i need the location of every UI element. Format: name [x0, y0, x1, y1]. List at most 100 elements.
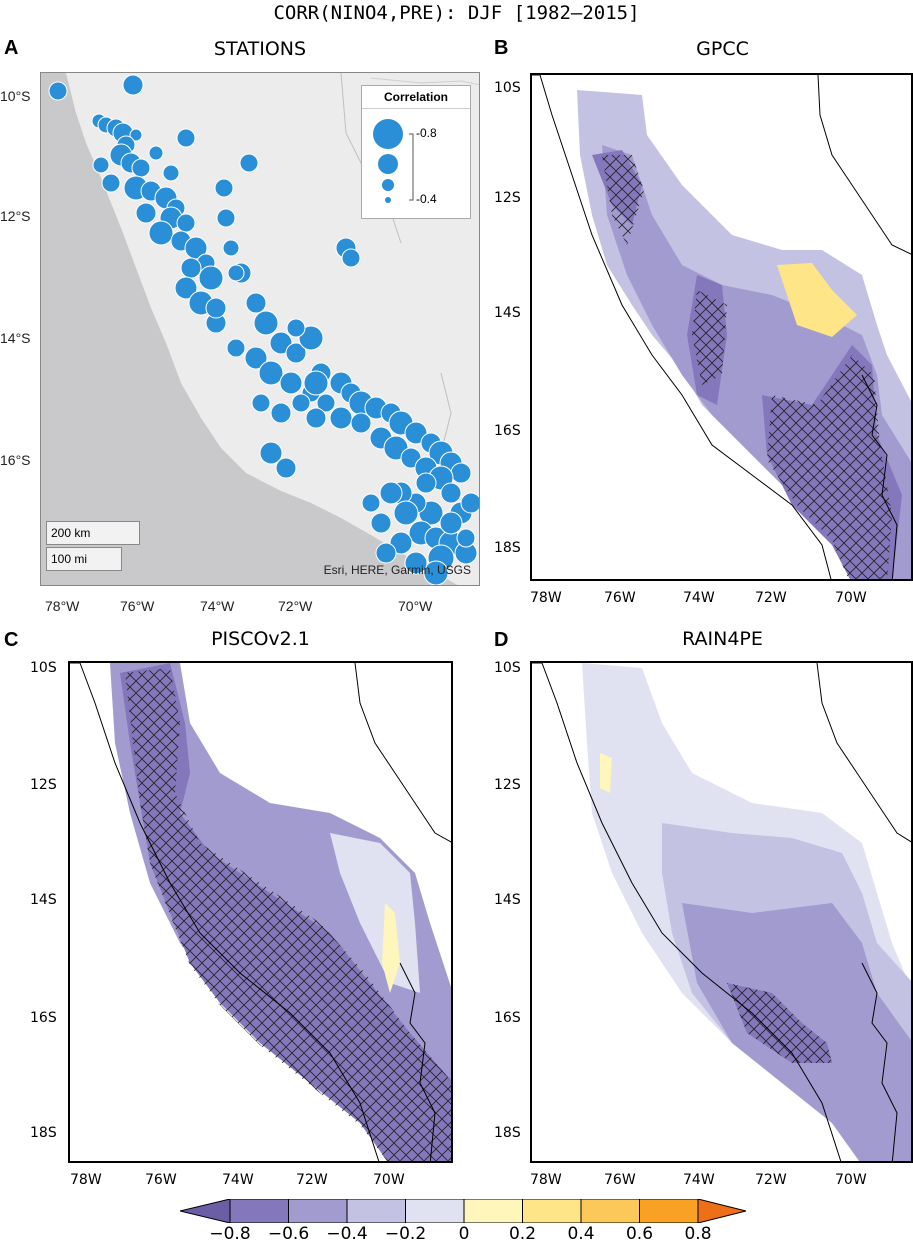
colorbar-swatch [639, 1198, 699, 1224]
coastline [532, 75, 832, 579]
d-lon-tick-78w: 78W [530, 1172, 562, 1188]
b-lat-tick-12s: 12S [494, 190, 521, 206]
station-marker [259, 441, 283, 465]
b-lat-tick-10s: 10S [494, 80, 521, 96]
border-line [817, 75, 911, 255]
panel-a-letter: A [4, 37, 19, 59]
station-marker [370, 512, 392, 534]
border-line [816, 663, 911, 843]
station-marker [148, 220, 174, 246]
border-line [861, 962, 898, 1161]
station-marker [174, 276, 198, 300]
colorbar-swatch [405, 1198, 465, 1224]
station-marker [245, 292, 267, 314]
station-marker [298, 325, 324, 351]
station-marker [329, 406, 353, 430]
c-lat-tick-16s: 16S [30, 1010, 57, 1026]
map-attribution: Esri, HERE, Garmin, USGS [323, 563, 471, 577]
colorbar-label: 0.4 [567, 1224, 595, 1244]
station-marker [393, 500, 419, 526]
colorbar-label: 0 [458, 1224, 470, 1244]
panel-d-letter: D [494, 629, 509, 651]
station-marker [251, 393, 271, 413]
rain4pe-significance-hatch [727, 983, 832, 1063]
station-marker [258, 360, 284, 386]
station-marker [423, 560, 449, 585]
station-marker [176, 128, 196, 148]
legend-bracket [409, 133, 414, 201]
station-marker [316, 393, 336, 413]
station-marker [303, 370, 329, 396]
station-marker [214, 178, 234, 198]
c-lat-tick-12s: 12S [30, 777, 57, 793]
legend-max-label: -0.8 [416, 126, 437, 140]
station-marker [239, 153, 259, 173]
panel-c-title: PISCOv2.1 [211, 628, 310, 650]
pisco-field [70, 663, 451, 1161]
station-marker [379, 481, 403, 505]
pisco-significance-hatch [125, 668, 451, 1161]
d-lat-tick-18s: 18S [494, 1125, 521, 1141]
station-marker [456, 528, 476, 548]
station-marker [162, 164, 180, 182]
station-marker [460, 492, 479, 514]
b-lon-tick-70w: 70W [835, 590, 867, 606]
lon-tick-78w: 78°W [45, 598, 80, 614]
colorbar-swatch [346, 1198, 406, 1224]
lat-tick-14s: 14°S [0, 330, 31, 346]
c-lon-tick-76w: 76W [145, 1172, 177, 1188]
legend-symbols [373, 119, 414, 203]
colorbar-swatches [179, 1198, 747, 1224]
c-lon-tick-70w: 70W [373, 1172, 405, 1188]
station-marker [131, 158, 151, 178]
station-marker [279, 371, 303, 395]
border-line [399, 962, 436, 1161]
station-marker [222, 239, 240, 257]
b-lat-tick-16s: 16S [494, 423, 521, 439]
colorbar [179, 1198, 806, 1224]
b-lat-tick-18s: 18S [494, 540, 521, 556]
station-marker [244, 346, 268, 370]
d-lat-tick-12s: 12S [494, 777, 521, 793]
colorbar-label: 0.2 [508, 1224, 537, 1244]
colorbar-label: 0.8 [684, 1224, 712, 1244]
station-marker [176, 213, 196, 233]
lat-tick-12s: 12°S [0, 208, 31, 224]
c-lat-tick-18s: 18S [30, 1125, 57, 1141]
gpcc-region-positive [777, 263, 857, 337]
legend-circle-tiny [385, 197, 391, 203]
station-marker [48, 81, 68, 101]
station-marker [305, 407, 327, 429]
c-lon-tick-74w: 74W [222, 1172, 254, 1188]
b-lon-tick-76w: 76W [604, 590, 636, 606]
d-lon-tick-74w: 74W [683, 1172, 715, 1188]
station-marker [361, 493, 381, 513]
lon-tick-70w: 70°W [398, 598, 433, 614]
panel-a-title: STATIONS [213, 38, 307, 60]
station-marker [439, 511, 463, 535]
colorbar-swatch [522, 1198, 582, 1224]
panel-b-letter: B [494, 37, 509, 59]
station-marker [122, 74, 144, 96]
legend-circle-medium [378, 154, 398, 174]
coastline [70, 663, 380, 1161]
station-marker [205, 297, 227, 319]
rain4pe-map [530, 661, 913, 1163]
lon-tick-72w: 72°W [278, 598, 313, 614]
colorbar-swatch [288, 1198, 348, 1224]
colorbar-label: −0.2 [384, 1224, 427, 1244]
colorbar-label: −0.8 [209, 1224, 251, 1244]
stations-map: Correlation -0.8 -0.4 200 km 100 mi Esri… [40, 72, 480, 586]
d-lat-tick-16s: 16S [494, 1010, 521, 1026]
station-marker [285, 342, 307, 364]
station-marker [227, 264, 245, 282]
c-lat-tick-14s: 14S [30, 892, 57, 908]
scalebar-km: 200 km [46, 521, 140, 545]
scalebar-mi: 100 mi [46, 547, 122, 571]
panel-d-title: RAIN4PE [682, 628, 763, 650]
station-marker [101, 173, 121, 193]
c-lat-tick-10s: 10S [30, 660, 57, 676]
b-lon-tick-78w: 78W [530, 590, 562, 606]
station-markers [48, 74, 479, 585]
station-marker [375, 542, 397, 564]
